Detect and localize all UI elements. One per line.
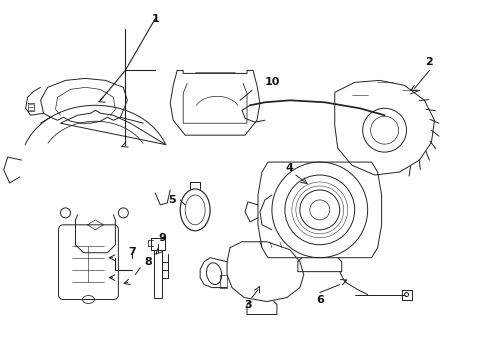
Text: 2: 2 — [426, 58, 433, 67]
Text: 3: 3 — [244, 300, 252, 310]
Text: 6: 6 — [316, 294, 324, 305]
Text: 10: 10 — [264, 77, 280, 87]
Text: 5: 5 — [169, 195, 176, 205]
Text: 4: 4 — [286, 163, 294, 173]
Text: 9: 9 — [158, 233, 166, 243]
Text: 7: 7 — [128, 247, 136, 257]
Text: 1: 1 — [151, 14, 159, 24]
Text: 8: 8 — [145, 257, 152, 267]
